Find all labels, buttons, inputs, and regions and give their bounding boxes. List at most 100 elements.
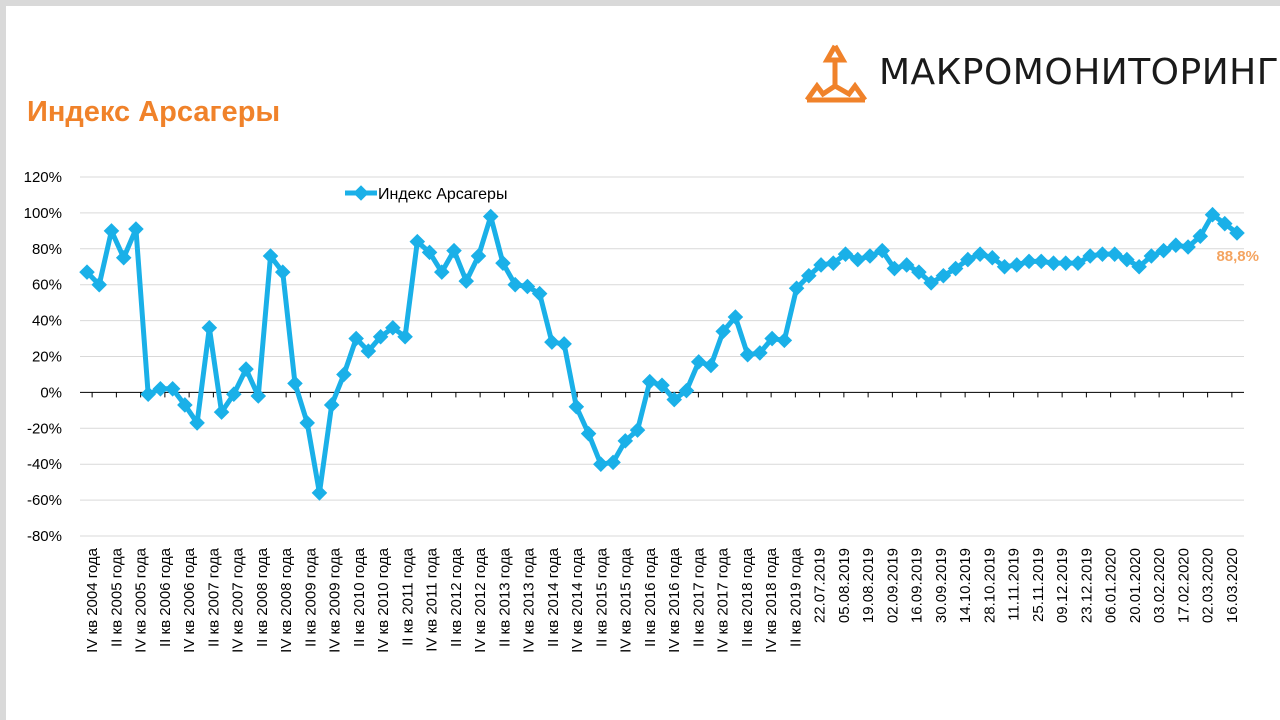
- x-tick-label: 22.07.2019: [812, 548, 829, 623]
- data-point: [115, 249, 132, 266]
- y-tick-label: -60%: [27, 492, 62, 509]
- data-point: [1216, 215, 1233, 232]
- x-tick-label: II кв 2015 года: [593, 547, 610, 647]
- x-tick-label: IV кв 2007 года: [230, 547, 247, 652]
- x-tick-label: IV кв 2013 года: [521, 547, 538, 652]
- x-tick-label: IV кв 2012 года: [472, 547, 489, 652]
- legend-marker: [353, 185, 369, 201]
- data-point: [458, 273, 475, 289]
- y-tick-label: -40%: [27, 456, 62, 473]
- data-point: [556, 336, 572, 352]
- data-point: [128, 221, 144, 237]
- data-point: [1168, 237, 1184, 253]
- x-tick-label: 09.12.2019: [1054, 548, 1071, 623]
- x-tick-label: II кв 2008 года: [254, 547, 271, 647]
- x-tick-label: 19.08.2019: [860, 548, 877, 623]
- x-tick-label: II кв 2005 года: [108, 547, 125, 647]
- x-tick-label: IV кв 2006 года: [181, 547, 198, 652]
- data-point: [1045, 255, 1062, 271]
- legend: Индекс Арсагеры: [345, 185, 507, 203]
- x-tick-label: IV кв 2015 года: [618, 547, 635, 652]
- data-point: [1192, 228, 1209, 245]
- data-point: [250, 388, 267, 404]
- x-tick-label: IV кв 2017 года: [715, 547, 732, 652]
- x-tick-label: II кв 2016 года: [642, 547, 659, 647]
- data-point: [226, 386, 242, 402]
- data-point: [544, 334, 560, 350]
- data-point: [409, 233, 426, 250]
- y-tick-label: 20%: [32, 349, 62, 366]
- x-tick-label: 20.01.2020: [1127, 548, 1144, 623]
- data-point: [311, 485, 328, 501]
- data-point: [421, 244, 438, 261]
- legend-label: Индекс Арсагеры: [378, 186, 507, 203]
- data-point: [287, 375, 303, 392]
- data-point: [482, 208, 499, 225]
- x-tick-label: 14.10.2019: [957, 548, 974, 623]
- data-point: [238, 361, 254, 377]
- x-tick-label: II кв 2014 года: [545, 547, 562, 647]
- data-point: [213, 404, 230, 420]
- y-tick-label: 120%: [24, 169, 62, 186]
- x-tick-label: IV кв 2011 года: [424, 547, 441, 651]
- x-tick-label: 05.08.2019: [836, 548, 853, 623]
- data-point: [201, 320, 218, 336]
- data-point: [1057, 255, 1074, 271]
- x-tick-label: II кв 2009 года: [302, 547, 319, 647]
- x-tick-label: IV кв 2014 года: [569, 547, 586, 652]
- x-tick-label: 02.03.2020: [1200, 548, 1217, 623]
- x-tick-label: 28.10.2019: [981, 548, 998, 623]
- x-tick-label: II кв 2018 года: [739, 547, 756, 647]
- x-tick-label: IV кв 2008 года: [278, 547, 295, 652]
- y-tick-label: 100%: [24, 205, 62, 222]
- x-tick-label: IV кв 2009 года: [327, 547, 344, 652]
- data-point: [1229, 225, 1245, 241]
- data-point: [1143, 248, 1160, 264]
- x-tick-label: 16.03.2020: [1224, 548, 1241, 623]
- logo-text: МАКРОМОНИТОРИНГ: [879, 52, 1280, 93]
- x-tick-label: 11.11.2019: [1006, 548, 1023, 621]
- page-title: Индекс Арсагеры: [27, 96, 281, 128]
- x-tick-label: 25.11.2019: [1030, 548, 1047, 622]
- x-tick-label: IV кв 2018 года: [763, 547, 780, 652]
- y-tick-label: 40%: [32, 313, 62, 330]
- x-tick-label: 30.09.2019: [933, 548, 950, 623]
- x-tick-label: II кв 2010 года: [351, 547, 368, 647]
- data-point: [776, 332, 793, 349]
- y-tick-label: 60%: [32, 277, 62, 294]
- y-tick-label: 0%: [40, 384, 62, 401]
- x-tick-label: IV кв 2005 года: [133, 547, 150, 652]
- x-tick-label: 03.02.2020: [1151, 548, 1168, 623]
- x-tick-label: II кв 2011 года: [399, 547, 416, 646]
- data-point: [189, 415, 205, 431]
- x-tick-label: II кв 2019 года: [787, 547, 804, 647]
- x-tick-label: II кв 2006 года: [157, 547, 174, 647]
- y-tick-label: 80%: [32, 241, 62, 258]
- data-point: [323, 397, 340, 413]
- data-point: [1119, 251, 1135, 268]
- data-point: [1094, 246, 1111, 262]
- data-point: [593, 456, 609, 472]
- y-tick-label: -20%: [27, 420, 62, 437]
- data-point: [1082, 248, 1098, 264]
- series-line: [85, 212, 1239, 496]
- y-tick-label: -80%: [27, 528, 62, 545]
- x-tick-label: 06.01.2020: [1103, 548, 1120, 623]
- data-point: [1131, 258, 1147, 275]
- data-point: [1180, 239, 1196, 255]
- x-tick-label: II кв 2017 года: [690, 547, 707, 647]
- data-point: [446, 242, 462, 259]
- data-point: [177, 397, 193, 413]
- data-point: [703, 357, 719, 374]
- data-point: [140, 386, 156, 402]
- data-point: [1204, 206, 1221, 223]
- data-point: [1070, 255, 1086, 271]
- x-tick-label: II кв 2012 года: [448, 547, 465, 647]
- data-point: [874, 242, 890, 259]
- x-tick-label: IV кв 2016 года: [666, 547, 683, 652]
- x-tick-label: 23.12.2019: [1078, 548, 1095, 623]
- x-tick-label: 17.02.2020: [1175, 548, 1192, 623]
- data-point: [739, 346, 756, 363]
- data-point: [164, 381, 181, 397]
